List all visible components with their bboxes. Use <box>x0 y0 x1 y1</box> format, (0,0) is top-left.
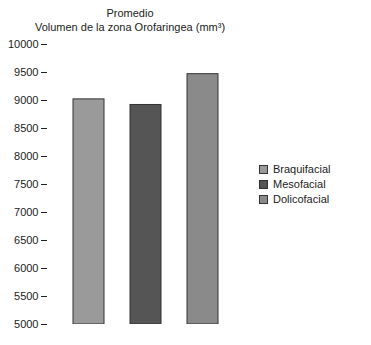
svg-text:9000: 9000 <box>14 94 38 106</box>
html-text:Braquifacial: Braquifacial <box>273 163 331 175</box>
svg-text:8000: 8000 <box>14 150 38 162</box>
html-text:Promedio: Promedio <box>106 7 154 19</box>
svg-text:7500: 7500 <box>14 178 38 190</box>
html-text:Mesofacial: Mesofacial <box>273 178 326 190</box>
svg-text:8500: 8500 <box>14 122 38 134</box>
svg-text:5000: 5000 <box>14 318 38 330</box>
svg-text:6000: 6000 <box>14 262 38 274</box>
svg-text:9500: 9500 <box>14 66 38 78</box>
svg-text:7000: 7000 <box>14 206 38 218</box>
html-text:Volumen de la zona Orofaringea: Volumen de la zona Orofaringea (mm³) <box>34 21 226 33</box>
html-text:Dolicofacial: Dolicofacial <box>273 193 330 205</box>
svg-text:5500: 5500 <box>14 290 38 302</box>
svg-text:6500: 6500 <box>14 234 38 246</box>
svg-text:10000: 10000 <box>8 38 39 50</box>
